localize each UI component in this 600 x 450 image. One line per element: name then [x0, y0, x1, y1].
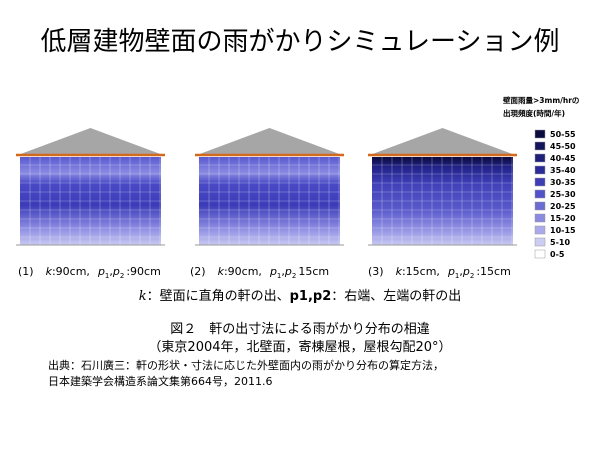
caption-part: (2): [190, 265, 206, 278]
caption-part: p: [97, 265, 105, 278]
note: k：壁面に直角の軒の出、p1,p2：右端、左端の軒の出: [139, 289, 462, 304]
legend-swatch: [534, 141, 546, 151]
legend-swatch: [534, 249, 546, 259]
caption-part: :90cm: [126, 265, 160, 278]
caption-part: 1: [455, 272, 459, 280]
roof: [197, 128, 342, 155]
caption-part: 1: [105, 272, 109, 280]
legend-title: 壁面雨量>3mm/hrの: [503, 95, 579, 105]
legend-label: 45-50: [550, 142, 576, 151]
wall: [20, 157, 161, 245]
panel-caption: (2) k:90cm, p1,p2 15cm: [190, 265, 329, 280]
note-text: ：壁面に直角の軒の出、: [147, 289, 290, 304]
legend-label: 5-10: [550, 238, 570, 247]
legend-swatch: [534, 213, 546, 223]
caption-part: ,: [459, 265, 463, 278]
figure-caption: （東京2004年，北壁面，寄棟屋根，屋根勾配20°）: [148, 339, 451, 355]
legend-swatch: [534, 201, 546, 211]
note-k: k: [139, 289, 147, 304]
legend-label: 15-20: [550, 214, 576, 223]
caption-part: (1): [18, 265, 34, 278]
caption-part: 2: [120, 272, 124, 280]
slide-title: 低層建物壁面の雨がかりシミュレーション例: [41, 27, 560, 57]
caption-part: :90cm,: [224, 265, 262, 278]
roof: [18, 128, 163, 155]
legend-label: 30-35: [550, 178, 576, 187]
legend-swatch: [534, 165, 546, 175]
panel-caption: (1) k:90cm, p1,p2:90cm: [18, 265, 161, 280]
wall: [372, 157, 513, 245]
legend-label: 0-5: [550, 250, 565, 259]
legend-swatch: [534, 237, 546, 247]
caption-part: p: [112, 265, 120, 278]
caption-part: ,: [281, 265, 285, 278]
caption-part: p: [284, 265, 292, 278]
roof: [370, 128, 515, 155]
caption-part: :90cm,: [52, 265, 90, 278]
caption-part: p: [269, 265, 277, 278]
legend-swatch: [534, 177, 546, 187]
source: 出典：石川廣三：軒の形状・寸法に応じた外壁面内の雨がかり分布の算定方法，: [48, 358, 444, 372]
panel-caption: (3) k:15cm, p1,p2:15cm: [368, 265, 511, 280]
legend-label: 50-55: [550, 130, 576, 139]
legend-title: 出現頻度(時間/年): [503, 108, 565, 118]
caption-part: k: [396, 265, 403, 278]
simulation-figures: [16, 128, 517, 246]
caption-part: k: [218, 265, 225, 278]
source: 日本建築学会構造系論文集第664号，2011.6: [48, 374, 272, 388]
legend-label: 10-15: [550, 226, 576, 235]
legend-swatch: [534, 153, 546, 163]
caption-part: p: [462, 265, 470, 278]
caption-part: p: [447, 265, 455, 278]
caption-part: (3): [368, 265, 384, 278]
panel-captions: (1) k:90cm, p1,p2:90cm (2) k:90cm, p1,p2 15cm(…: [18, 265, 511, 280]
legend-swatch: [534, 225, 546, 235]
legend-swatch: [534, 129, 546, 139]
wall: [199, 157, 340, 245]
legend-label: 35-40: [550, 166, 576, 175]
caption-part: :15cm: [476, 265, 510, 278]
caption-part: :15cm,: [402, 265, 440, 278]
caption-part: 15cm: [298, 265, 329, 278]
caption-part: 2: [292, 272, 296, 280]
caption-part: 2: [470, 272, 474, 280]
legend-label: 20-25: [550, 202, 576, 211]
figure-caption: 図２ 軒の出寸法による雨がかり分布の相違: [170, 322, 430, 337]
caption-part: 1: [277, 272, 281, 280]
note-text: ：右端、左端の軒の出: [331, 289, 461, 304]
legend-label: 40-45: [550, 154, 576, 163]
note-p: p1,p2: [290, 289, 332, 304]
legend-swatch: [534, 189, 546, 199]
legend-label: 25-30: [550, 190, 576, 199]
caption-part: k: [46, 265, 53, 278]
caption-part: ,: [109, 265, 113, 278]
